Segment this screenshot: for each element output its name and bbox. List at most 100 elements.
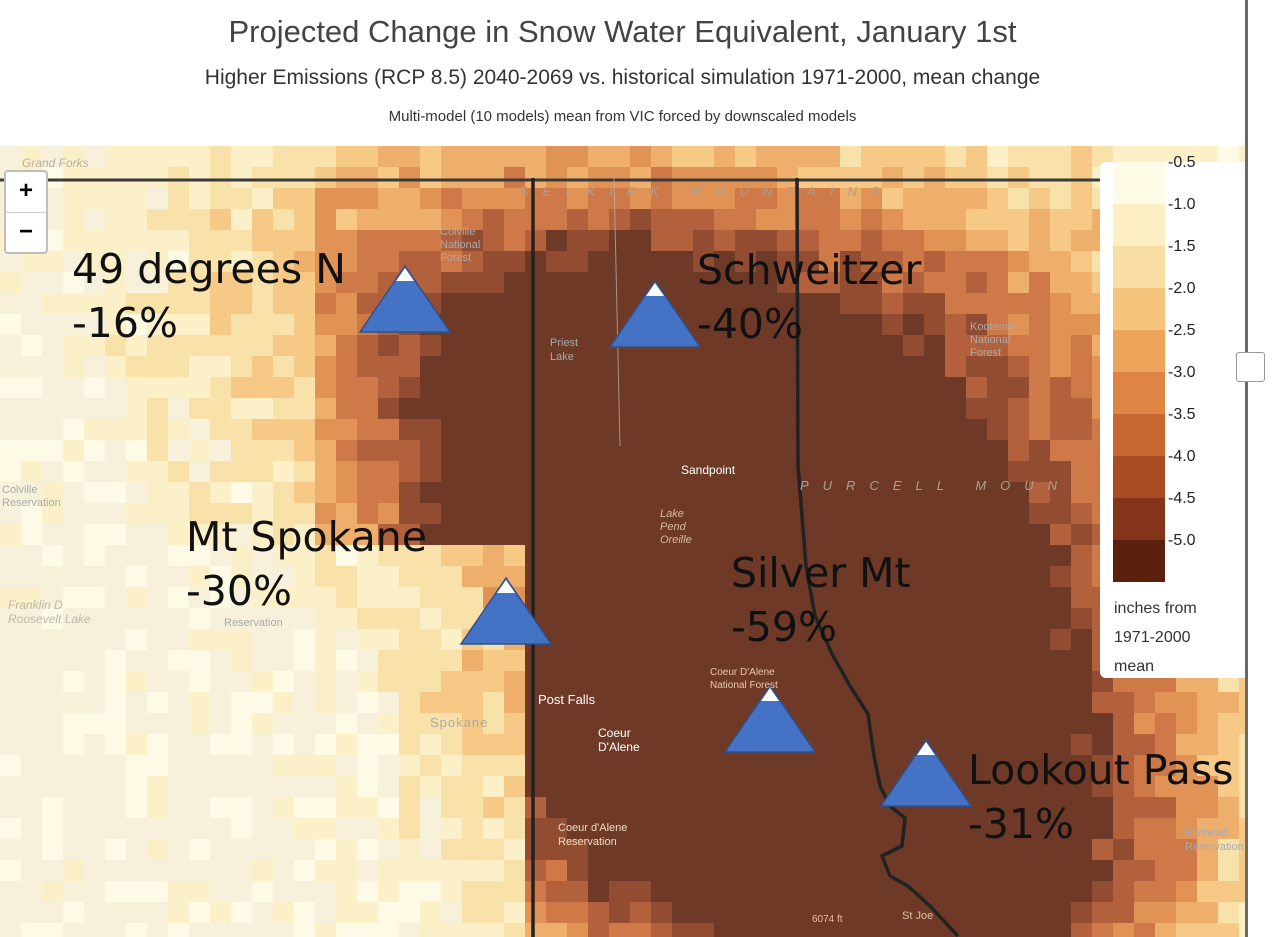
- swe-cell: [357, 230, 378, 251]
- swe-cell: [798, 692, 819, 713]
- swe-cell: [1071, 503, 1092, 524]
- swe-cell: [357, 587, 378, 608]
- swe-cell: [672, 503, 693, 524]
- swe-cell: [1029, 797, 1050, 818]
- swe-cell: [840, 314, 861, 335]
- swe-cell: [462, 209, 483, 230]
- swe-cell: [273, 545, 294, 566]
- swe-cell: [1197, 734, 1218, 755]
- legend-label: -3.5: [1168, 406, 1196, 423]
- swe-cell: [168, 335, 189, 356]
- zoom-in-button[interactable]: +: [6, 172, 46, 213]
- swe-cell: [357, 881, 378, 902]
- swe-cell: [798, 209, 819, 230]
- swe-cell: [1176, 146, 1197, 167]
- swe-cell: [567, 797, 588, 818]
- swe-cell: [294, 251, 315, 272]
- swe-cell: [924, 839, 945, 860]
- swe-cell: [882, 755, 903, 776]
- swe-cell: [546, 566, 567, 587]
- swe-cell: [252, 335, 273, 356]
- swe-cell: [462, 461, 483, 482]
- scrollbar-handle[interactable]: [1236, 352, 1265, 382]
- swe-cell: [735, 923, 756, 937]
- swe-cell: [756, 440, 777, 461]
- swe-cell: [63, 293, 84, 314]
- zoom-out-button[interactable]: −: [18, 218, 33, 245]
- swe-cell: [588, 419, 609, 440]
- swe-cell: [840, 839, 861, 860]
- swe-cell: [504, 839, 525, 860]
- swe-cell: [861, 440, 882, 461]
- swe-cell: [693, 440, 714, 461]
- swe-cell: [231, 272, 252, 293]
- swe-cell: [945, 524, 966, 545]
- swe-cell: [630, 629, 651, 650]
- swe-cell: [882, 566, 903, 587]
- callout-silver-mt: Silver Mt -59%: [731, 546, 911, 654]
- swe-cell: [1029, 251, 1050, 272]
- swe-cell: [714, 818, 735, 839]
- swe-cell: [819, 818, 840, 839]
- swe-cell: [189, 398, 210, 419]
- swe-cell: [756, 419, 777, 440]
- swe-cell: [882, 230, 903, 251]
- swe-cell: [1071, 650, 1092, 671]
- swe-cell: [861, 314, 882, 335]
- swe-cell: [420, 398, 441, 419]
- swe-cell: [546, 167, 567, 188]
- swe-cell: [840, 398, 861, 419]
- swe-cell: [672, 461, 693, 482]
- swe-cell: [0, 587, 21, 608]
- swe-cell: [399, 776, 420, 797]
- swe-cell: [987, 209, 1008, 230]
- snowcap-icon: [917, 742, 935, 755]
- swe-cell: [84, 293, 105, 314]
- swe-cell: [63, 440, 84, 461]
- swe-cell: [714, 755, 735, 776]
- swe-cell: [1050, 881, 1071, 902]
- swe-cell: [525, 755, 546, 776]
- swe-cell: [756, 209, 777, 230]
- swe-cell: [609, 839, 630, 860]
- swe-cell: [1008, 146, 1029, 167]
- swe-cell: [1050, 902, 1071, 923]
- swe-cell: [441, 398, 462, 419]
- swe-cell: [441, 881, 462, 902]
- swe-cell: [1050, 251, 1071, 272]
- swe-cell: [861, 902, 882, 923]
- swe-cell: [441, 923, 462, 937]
- swe-cell: [378, 860, 399, 881]
- swe-cell: [777, 839, 798, 860]
- swe-cell: [945, 398, 966, 419]
- swe-cell: [966, 587, 987, 608]
- snow-water-map[interactable]: Grand Forks SELKIRK MOUNTAINS PURCELL MO…: [0, 146, 1245, 937]
- swe-cell: [1071, 272, 1092, 293]
- swe-cell: [147, 377, 168, 398]
- swe-cell: [126, 755, 147, 776]
- swe-cell: [609, 524, 630, 545]
- swe-cell: [546, 734, 567, 755]
- swe-cell: [273, 230, 294, 251]
- swe-cell: [945, 293, 966, 314]
- swe-cell: [252, 146, 273, 167]
- swe-cell: [840, 734, 861, 755]
- swe-cell: [861, 566, 882, 587]
- swe-cell: [567, 503, 588, 524]
- swe-cell: [525, 545, 546, 566]
- swe-cell: [1008, 566, 1029, 587]
- swe-cell: [168, 356, 189, 377]
- swe-cell: [819, 314, 840, 335]
- swe-cell: [315, 356, 336, 377]
- swe-cell: [672, 167, 693, 188]
- swe-cell: [924, 650, 945, 671]
- label-selkirk-mountains: SELKIRK MOUNTAINS: [520, 184, 894, 199]
- label-flathead: Flathead Reservation: [1185, 827, 1244, 853]
- swe-cell: [399, 671, 420, 692]
- swe-cell: [357, 167, 378, 188]
- swe-cell: [1029, 167, 1050, 188]
- swe-cell: [546, 629, 567, 650]
- swe-cell: [693, 545, 714, 566]
- swe-cell: [966, 860, 987, 881]
- swe-cell: [1071, 755, 1092, 776]
